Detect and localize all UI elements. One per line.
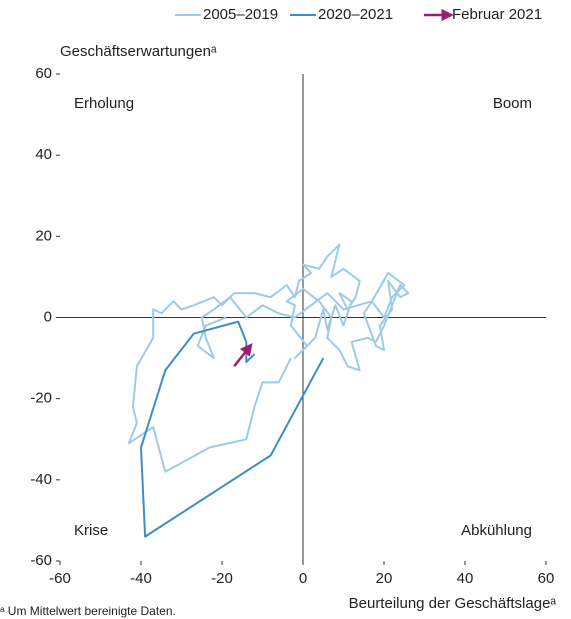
x-tick-label: 20 <box>376 570 393 587</box>
series-line <box>127 243 410 473</box>
y-tick-label: -40 <box>30 471 52 488</box>
quadrant-label: Erholung <box>74 95 134 112</box>
x-tick-label: 60 <box>538 570 555 587</box>
x-axis-label: Beurteilung der Geschäftslageᵃ <box>349 595 557 612</box>
footnote: ᵃ Um Mittelwert bereinigte Daten. <box>0 604 176 618</box>
x-tick-label: -60 <box>49 570 71 587</box>
quadrant-label: Abkühlung <box>461 522 532 539</box>
y-tick-label: -60 <box>30 552 52 569</box>
legend-label: Februar 2021 <box>452 6 542 23</box>
y-axis-label: Geschäftserwartungenᵃ <box>60 43 217 60</box>
x-tick-label: -20 <box>211 570 233 587</box>
x-tick-label: 40 <box>457 570 474 587</box>
x-tick-label: 0 <box>299 570 307 587</box>
legend-label: 2020–2021 <box>318 6 393 23</box>
series-line <box>140 320 325 538</box>
y-tick-label: -20 <box>30 390 52 407</box>
quadrant-label: Krise <box>74 522 108 539</box>
y-tick-label: 20 <box>35 227 52 244</box>
quadrant-label: Boom <box>493 95 532 112</box>
legend-label: 2005–2019 <box>203 6 278 23</box>
series-line <box>233 342 253 367</box>
x-tick-label: -40 <box>130 570 152 587</box>
y-tick-label: 60 <box>35 65 52 82</box>
y-tick-label: 0 <box>44 308 52 325</box>
y-tick-label: 40 <box>35 146 52 163</box>
